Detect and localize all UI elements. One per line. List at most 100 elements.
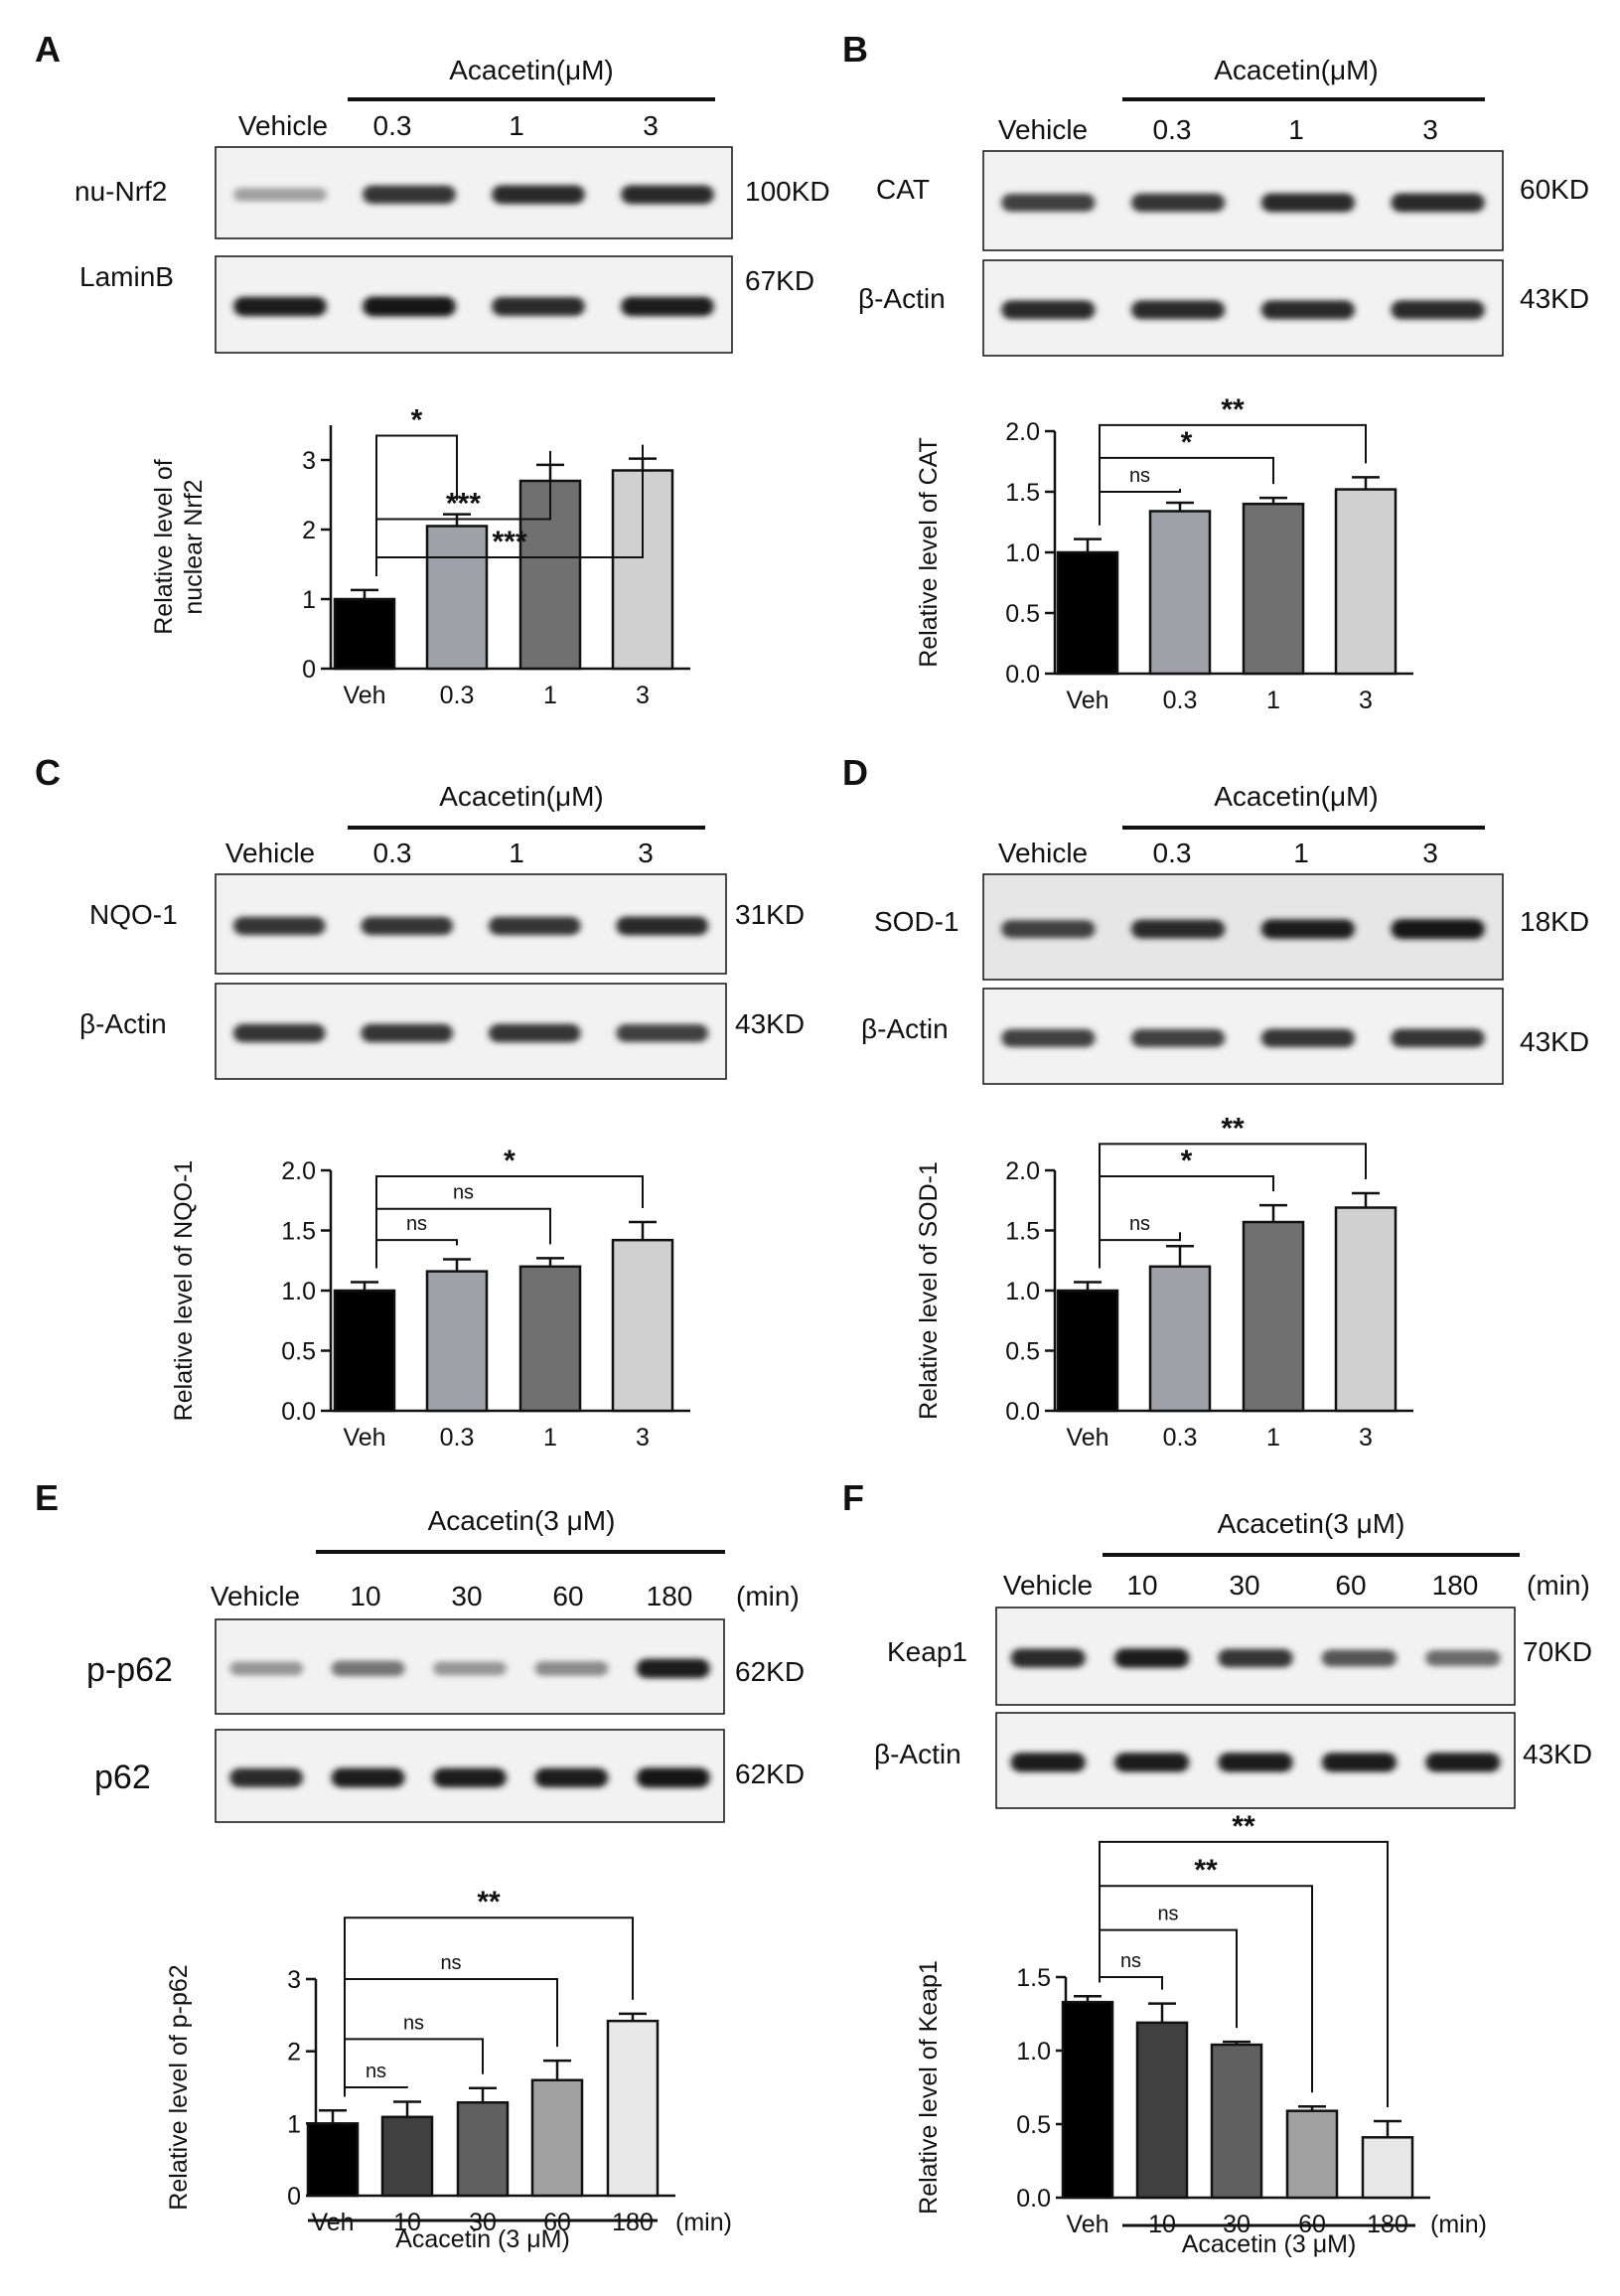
y-tick-label: 1.5 — [281, 1218, 316, 1246]
x-tick-label: Veh — [1066, 1424, 1108, 1452]
blot-row: β-Actin 43KD — [858, 259, 1589, 357]
x-tick-label: 1 — [543, 682, 557, 709]
lane-label: 0.3 — [373, 838, 412, 868]
kd-label: 70KD — [1523, 1636, 1592, 1667]
western-blot: Acacetin(μM) Vehicle 0.3 1 3 SOD-1 18KD β-Actin… — [861, 781, 1589, 1085]
blot-band — [1114, 1648, 1190, 1668]
bracket-line — [375, 1175, 644, 1269]
blot-row: nu-Nrf2 100KD — [74, 146, 830, 239]
y-tick-label: 1.0 — [1016, 2038, 1051, 2066]
blot-band — [492, 296, 585, 316]
lane-label: 3 — [638, 838, 654, 868]
bracket-line — [344, 1916, 634, 2097]
blot-band — [1321, 1649, 1397, 1667]
kd-label: 62KD — [735, 1759, 805, 1789]
bar — [1056, 550, 1119, 676]
x-tick-label: 30 — [469, 2209, 497, 2236]
y-tick-label: 1 — [287, 2110, 301, 2138]
protein-label: Keap1 — [887, 1636, 967, 1667]
x-tick-label: 0.3 — [1163, 687, 1198, 714]
significance-label: ** — [1194, 1854, 1218, 1887]
blot-row: LaminB 67KD — [79, 255, 814, 354]
bar-chart: 0 1 2 3 Relative level of p-p62 Veh 10 30 60 180 (… — [165, 1886, 732, 2253]
blot-band — [488, 1023, 581, 1043]
bracket-line — [1099, 423, 1367, 526]
y-tick-label: 2.0 — [1005, 1157, 1040, 1185]
lane-label: 0.3 — [1153, 114, 1192, 145]
blot-band — [534, 1767, 609, 1788]
treatment-label: Acacetin(3 μM) — [428, 1505, 616, 1536]
bar-chart: 0.0 0.5 1.0 1.5 2.0 Relative level of NQO-1 Ve… — [170, 1145, 690, 1452]
kd-label: 60KD — [1520, 174, 1589, 205]
lane-label: 1 — [1288, 114, 1304, 145]
blot-row: CAT 60KD — [876, 150, 1589, 251]
kd-label: 31KD — [735, 899, 805, 930]
bar-chart: 0.0 0.5 1.0 1.5 2.0 Relative level of CAT Veh 0… — [915, 393, 1413, 714]
x-tick-label: Veh — [1066, 2211, 1108, 2238]
blot-band — [1001, 1028, 1096, 1047]
significance-bracket: * — [375, 404, 458, 576]
blot-row: NQO-1 31KD — [89, 873, 805, 975]
blot-row: Keap1 70KD — [887, 1607, 1592, 1706]
lane-label: 3 — [643, 110, 659, 141]
significance-bracket: ** — [1099, 1854, 1313, 2093]
lane-label: 3 — [1422, 838, 1438, 868]
bar — [1334, 1206, 1398, 1413]
lane-label: Vehicle — [1003, 1570, 1093, 1601]
bar — [1285, 2109, 1339, 2200]
x-tick-label: 1 — [543, 1424, 557, 1452]
blot-band — [488, 916, 581, 936]
panel-c: C Acacetin(μM) Vehicle 0.3 1 3 NQO-1 31KD β-Acti… — [35, 752, 805, 1452]
kd-label: 100KD — [745, 176, 830, 207]
blot-band — [1425, 1753, 1501, 1772]
kd-label: 18KD — [1520, 906, 1589, 937]
kd-label: 43KD — [1523, 1739, 1592, 1769]
significance-bracket: *** — [375, 450, 551, 576]
bar — [606, 2019, 660, 2198]
blot-band — [433, 1767, 507, 1788]
significance-bracket: * — [375, 1145, 644, 1269]
bracket-line — [375, 444, 644, 576]
y-tick-label: 0.0 — [1005, 661, 1040, 689]
x-tick-label: 60 — [543, 2209, 571, 2236]
protein-label: β-Actin — [874, 1739, 961, 1769]
significance-label: ns — [406, 1213, 427, 1235]
bracket-line — [375, 450, 551, 576]
panel-letter: B — [842, 29, 868, 70]
bar — [306, 2122, 360, 2198]
blot-row: β-Actin 43KD — [79, 983, 805, 1080]
blot-band — [331, 1660, 405, 1677]
significance-bracket: ns — [344, 2061, 408, 2097]
lane-label: 0.3 — [1153, 838, 1192, 868]
blot-band — [1391, 300, 1485, 320]
bar-chart: 0 1 2 3 Relative level of nuclear Nrf2 Veh 0.3 1… — [150, 404, 690, 709]
x-tick-label: Veh — [1066, 687, 1108, 714]
lane-label: 1 — [509, 838, 524, 868]
x-tick-label: 0.3 — [440, 682, 475, 709]
panel-letter: A — [35, 29, 61, 70]
y-tick-label: 0.5 — [1005, 1338, 1040, 1366]
bar — [425, 1270, 489, 1413]
blot-band — [636, 1767, 710, 1788]
bracket-line — [344, 2086, 408, 2097]
significance-bracket: ns — [375, 1182, 551, 1269]
y-axis-label: Relative level of p-p62 — [165, 1964, 193, 2210]
panel-letter: D — [842, 752, 868, 793]
x-tick-label: Veh — [343, 682, 385, 709]
protein-label: p62 — [94, 1759, 151, 1796]
kd-label: 62KD — [735, 1656, 805, 1687]
y-tick-label: 1 — [302, 586, 316, 614]
treatment-label: Acacetin(μM) — [439, 781, 604, 812]
significance-label: ** — [477, 1886, 501, 1918]
blot-band — [1260, 193, 1355, 213]
protein-label: β-Actin — [79, 1008, 167, 1039]
blot-band — [229, 1661, 304, 1676]
protein-label: LaminB — [79, 261, 174, 292]
bracket-line — [1099, 1885, 1313, 2093]
protein-label: nu-Nrf2 — [74, 176, 167, 207]
bar — [380, 2115, 434, 2198]
lane-label: 1 — [509, 110, 524, 141]
y-tick-label: 1.5 — [1016, 1964, 1051, 1992]
protein-label: SOD-1 — [874, 906, 959, 937]
